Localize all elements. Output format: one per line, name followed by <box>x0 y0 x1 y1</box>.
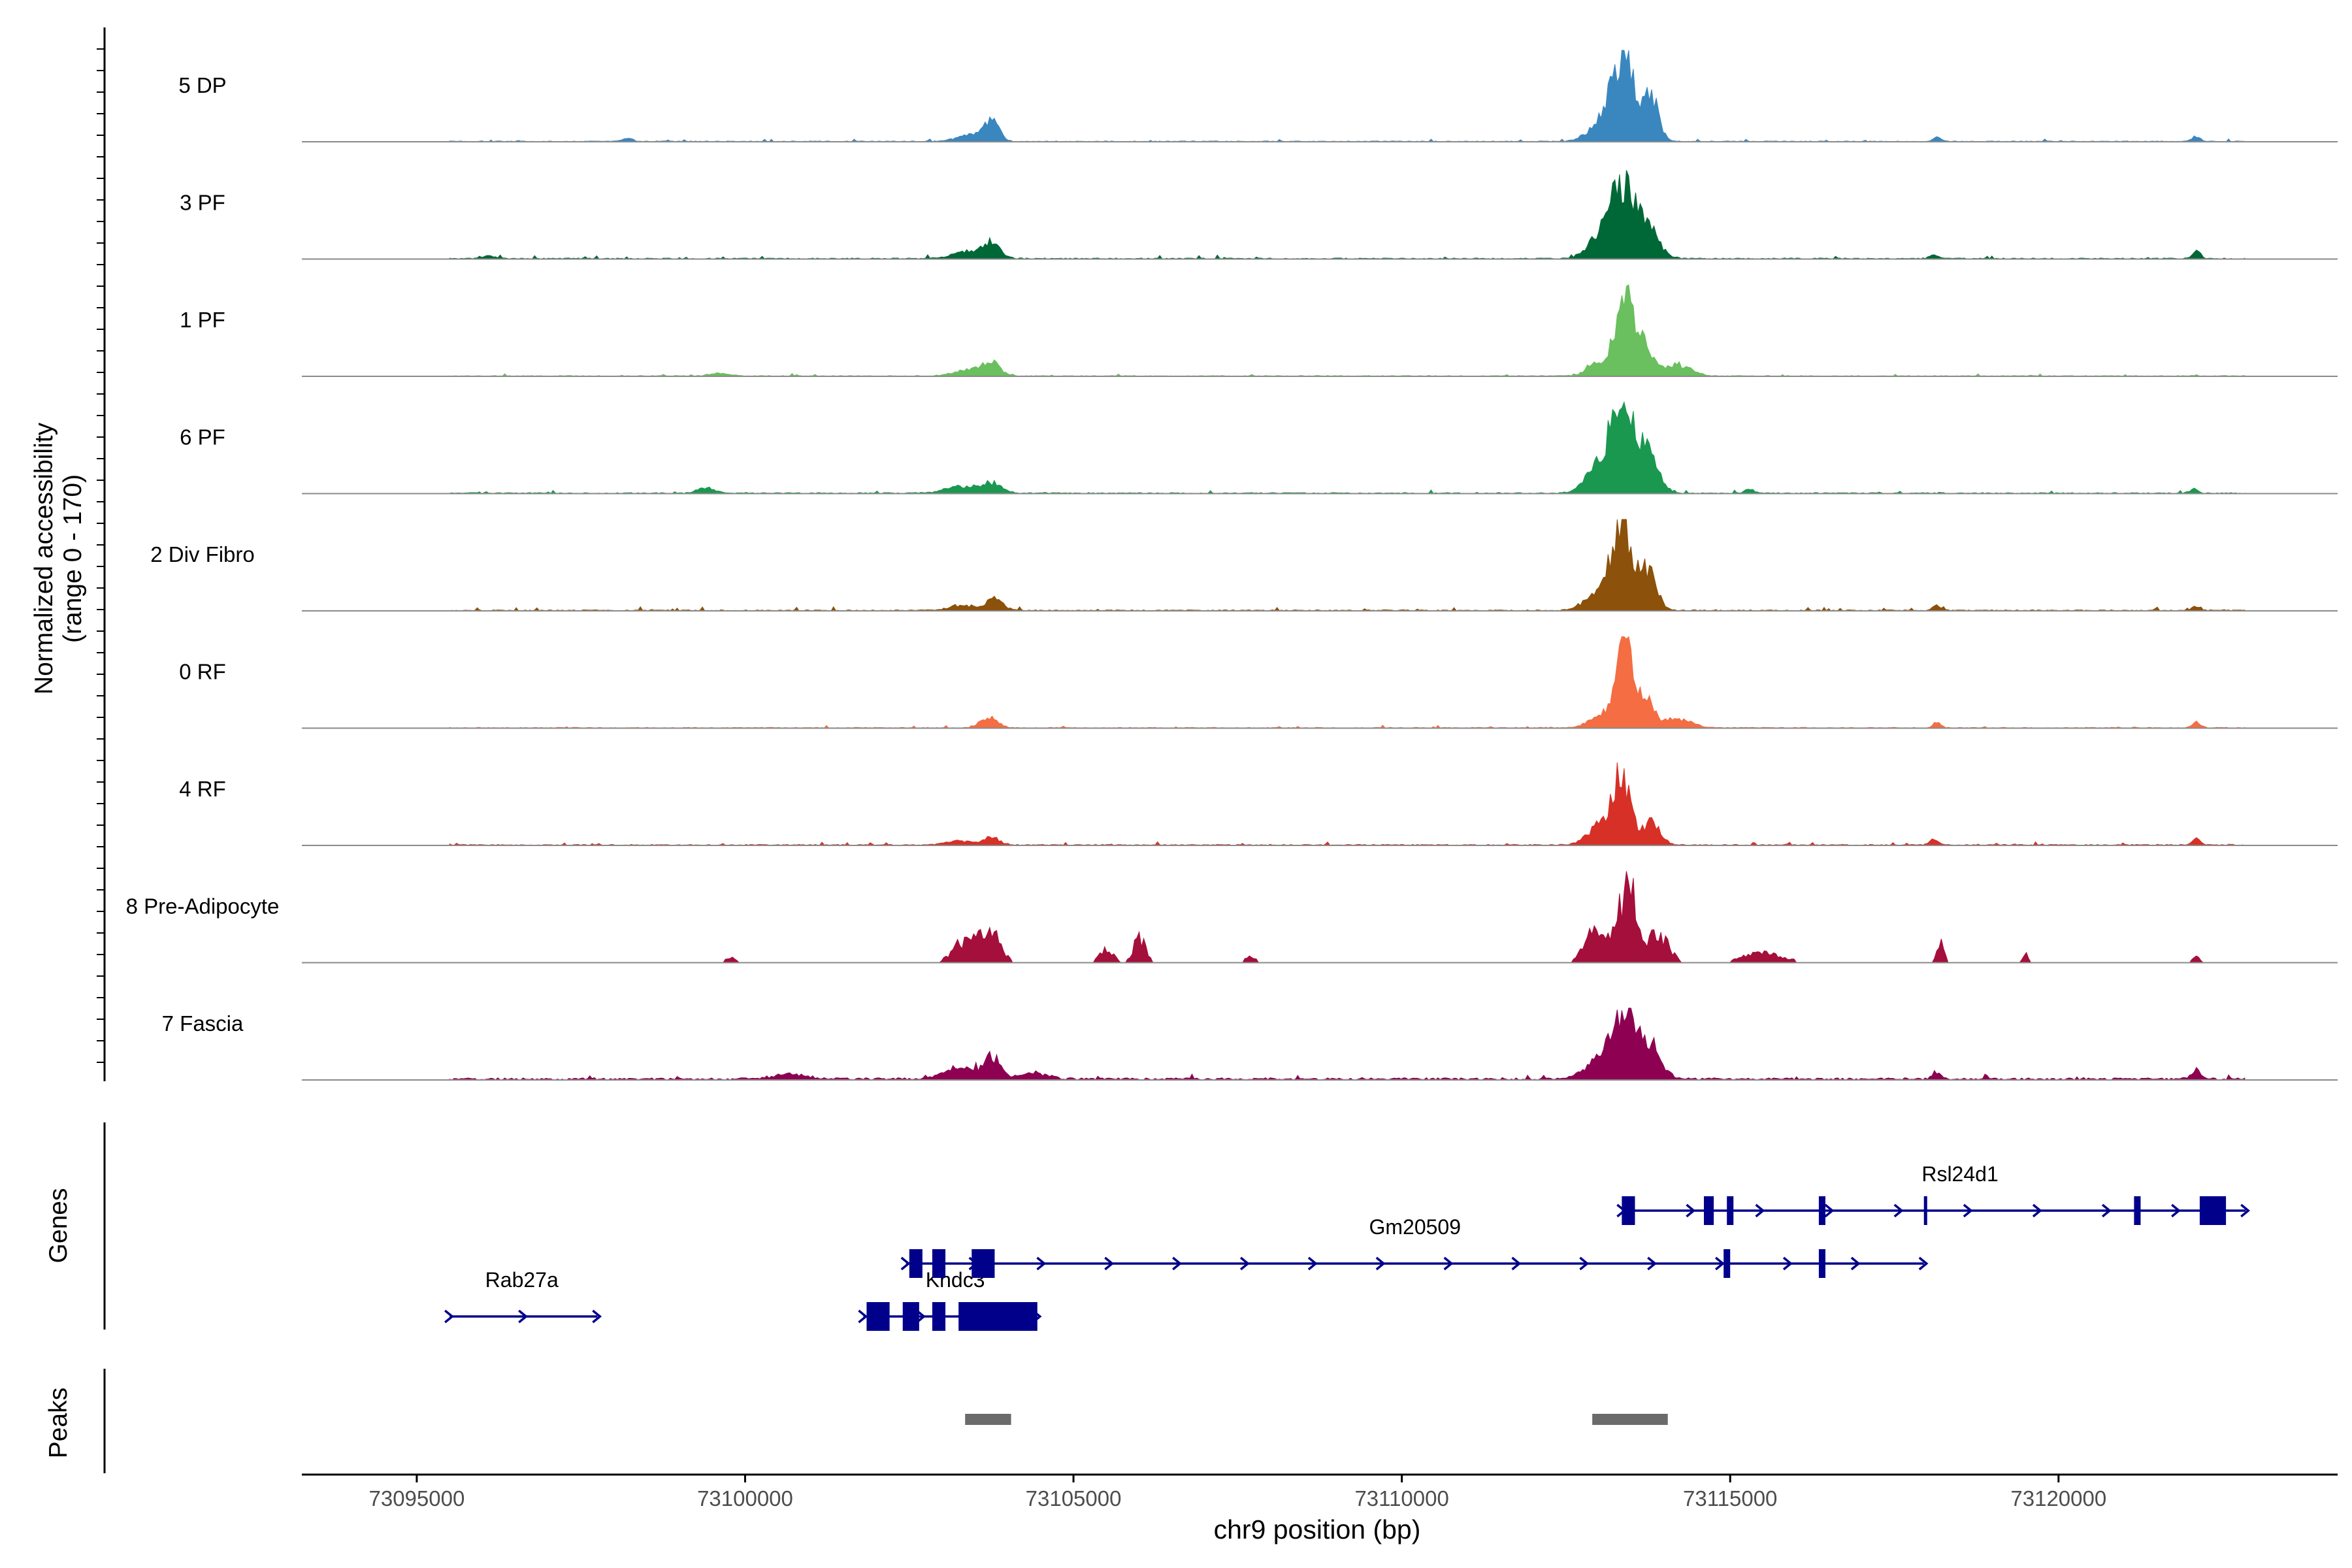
strand-arrow <box>2101 1203 2112 1218</box>
x-tick-label: 73095000 <box>368 1486 465 1511</box>
exon <box>958 1302 1037 1331</box>
exon <box>866 1302 890 1331</box>
gene-rab27a: Rab27a <box>444 1268 602 1324</box>
strand-arrow <box>1963 1203 1973 1218</box>
exon <box>972 1249 995 1278</box>
exon <box>902 1302 919 1331</box>
gene-label: Rsl24d1 <box>1921 1162 1998 1186</box>
coverage-area <box>449 50 2246 142</box>
peak-region <box>965 1414 1011 1425</box>
track-label: 2 Div Fibro <box>150 542 255 566</box>
exon <box>932 1302 946 1331</box>
track-8-pre-adipocyte: 8 Pre-Adipocyte <box>126 871 2338 964</box>
track-label: 0 RF <box>179 660 226 684</box>
genes-track-label: Genes <box>44 1188 73 1264</box>
strand-arrow <box>900 1256 911 1271</box>
exon <box>1723 1249 1731 1278</box>
coverage-area <box>449 1007 2246 1081</box>
strand-arrow <box>1443 1256 1454 1271</box>
gene-rsl24d1: Rsl24d1 <box>1616 1162 2251 1225</box>
track-label: 1 PF <box>180 308 225 332</box>
strand-arrow <box>1511 1256 1522 1271</box>
coverage-area <box>449 400 2246 495</box>
gene-gm20509: Gm20509 <box>900 1215 1929 1278</box>
exon <box>1923 1196 1927 1225</box>
exon <box>932 1249 946 1278</box>
strand-arrow <box>1375 1256 1386 1271</box>
exon <box>1704 1196 1714 1225</box>
strand-arrow <box>1579 1256 1590 1271</box>
coverage-area <box>449 871 2245 963</box>
gene-annotation-track: Rab27a Khdc3 Gm20509 Rsl24d1 <box>444 1162 2251 1331</box>
strand-arrow <box>1782 1256 1793 1271</box>
track-label: 6 PF <box>180 425 225 449</box>
x-tick-label: 73100000 <box>697 1486 793 1511</box>
strand-arrow <box>1824 1203 1835 1218</box>
x-tick-label: 73115000 <box>1683 1486 1777 1511</box>
x-axis-label: chr9 position (bp) <box>1214 1514 1421 1544</box>
gene-label: Gm20509 <box>1369 1215 1461 1239</box>
peak-region <box>1592 1414 1668 1425</box>
track-5-dp: 5 DP <box>178 50 2338 142</box>
track-label: 7 Fascia <box>162 1011 244 1036</box>
peaks-track <box>965 1414 1668 1425</box>
strand-arrow <box>1307 1256 1318 1271</box>
track-7-fascia: 7 Fascia <box>162 1007 2338 1081</box>
strand-arrow <box>1755 1203 1765 1218</box>
coverage-area <box>449 762 2246 846</box>
coverage-area <box>449 636 2246 729</box>
strand-arrow <box>1893 1203 1904 1218</box>
track-3-pf: 3 PF <box>180 170 2338 260</box>
strand-arrow <box>2240 1203 2251 1218</box>
exon <box>909 1249 923 1278</box>
strand-arrow <box>518 1309 529 1324</box>
track-2-div-fibro: 2 Div Fibro <box>150 519 2338 612</box>
strand-arrow <box>858 1309 868 1324</box>
exon <box>1622 1196 1635 1225</box>
y-axis-label-line2: (range 0 - 170) <box>59 474 87 643</box>
strand-arrow <box>592 1309 602 1324</box>
x-tick-label: 73105000 <box>1026 1486 1122 1511</box>
peaks-track-label: Peaks <box>44 1388 73 1458</box>
x-tick-label: 73120000 <box>2010 1486 2106 1511</box>
exon <box>2199 1196 2227 1225</box>
track-0-rf: 0 RF <box>179 636 2338 729</box>
coverage-area <box>449 284 2246 377</box>
strand-arrow <box>2032 1203 2042 1218</box>
y-axis-label-line1: Normalized accessibility <box>30 422 58 694</box>
track-4-rf: 4 RF <box>179 762 2338 846</box>
exon <box>1727 1196 1734 1225</box>
track-label: 8 Pre-Adipocyte <box>126 894 280 919</box>
exon <box>1818 1249 1825 1278</box>
exon <box>2134 1196 2141 1225</box>
gene-khdc3: Khdc3 <box>858 1268 1042 1331</box>
gene-label: Rab27a <box>485 1268 559 1292</box>
strand-arrow <box>1104 1256 1115 1271</box>
strand-arrow <box>1918 1256 1929 1271</box>
strand-arrow <box>1850 1256 1861 1271</box>
coverage-area <box>449 170 2246 260</box>
strand-arrow <box>916 1309 926 1324</box>
track-1-pf: 1 PF <box>180 284 2338 377</box>
exon <box>1818 1196 1825 1225</box>
coverage-area <box>449 519 2246 612</box>
coverage-tracks: 5 DP 3 PF 1 PF 6 PF 2 Div Fibro 0 RF 4 RF 8 Pre… <box>126 50 2338 1081</box>
strand-arrow <box>1239 1256 1250 1271</box>
strand-arrow <box>1647 1256 1658 1271</box>
track-label: 3 PF <box>180 191 225 215</box>
x-tick-label: 73110000 <box>1354 1486 1448 1511</box>
track-6-pf: 6 PF <box>180 400 2338 495</box>
strand-arrow <box>1715 1256 1725 1271</box>
strand-arrow <box>2171 1203 2181 1218</box>
track-label: 4 RF <box>179 777 226 801</box>
strand-arrow <box>444 1309 454 1324</box>
strand-arrow <box>1036 1256 1047 1271</box>
track-label: 5 DP <box>178 73 226 97</box>
strand-arrow <box>1686 1203 1696 1218</box>
x-axis: 73095000 73100000 73105000 73110000 73115000… <box>97 27 2338 1511</box>
strand-arrow <box>1172 1256 1182 1271</box>
